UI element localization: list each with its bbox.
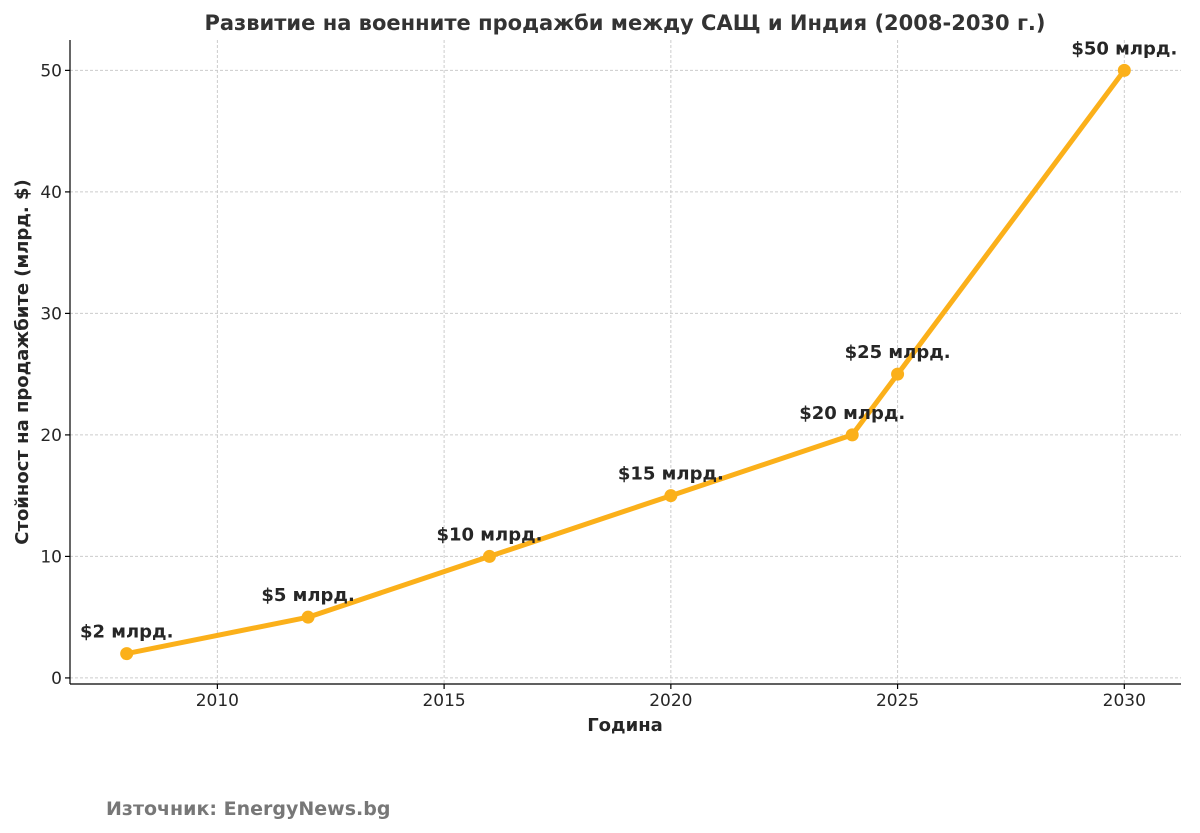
x-tick-label: 2010 bbox=[196, 691, 239, 711]
data-point-marker bbox=[891, 367, 905, 381]
series-path bbox=[124, 67, 1127, 657]
x-tick-label: 2015 bbox=[422, 691, 465, 711]
y-tick-label: 0 bbox=[51, 669, 62, 689]
data-label: $20 млрд. bbox=[799, 403, 905, 424]
data-label: $25 млрд. bbox=[845, 342, 951, 363]
data-point-marker bbox=[120, 647, 134, 661]
data-label: $50 млрд. bbox=[1071, 38, 1177, 59]
y-tick-label: 10 bbox=[40, 547, 62, 567]
x-tick-label: 2020 bbox=[649, 691, 692, 711]
data-label: $2 млрд. bbox=[80, 622, 173, 643]
x-tick-label: 2025 bbox=[876, 691, 919, 711]
data-point-marker bbox=[845, 428, 859, 442]
x-axis-label: Година bbox=[587, 715, 663, 736]
data-label: $5 млрд. bbox=[261, 585, 354, 606]
chart-title: Развитие на военните продажби между САЩ … bbox=[204, 11, 1045, 35]
series-line bbox=[120, 63, 1131, 661]
data-point-marker bbox=[482, 549, 496, 563]
data-point-marker bbox=[1117, 63, 1131, 77]
source-note: Източник: EnergyNews.bg bbox=[106, 798, 391, 820]
y-tick-label: 40 bbox=[40, 183, 62, 203]
x-tick-label: 2030 bbox=[1103, 691, 1146, 711]
y-tick-label: 20 bbox=[40, 426, 62, 446]
y-axis-label: Стойност на продажбите (млрд. $) bbox=[12, 179, 33, 544]
data-labels: $2 млрд. $5 млрд. $10 млрд. $15 млрд. $20 мл… bbox=[80, 38, 1177, 642]
y-tick-label: 30 bbox=[40, 304, 62, 324]
data-label: $15 млрд. bbox=[618, 464, 724, 485]
data-label: $10 млрд. bbox=[436, 524, 542, 545]
data-point-marker bbox=[301, 610, 315, 624]
data-point-marker bbox=[664, 489, 678, 503]
y-tick-label: 50 bbox=[40, 61, 62, 81]
grid bbox=[70, 40, 1181, 684]
